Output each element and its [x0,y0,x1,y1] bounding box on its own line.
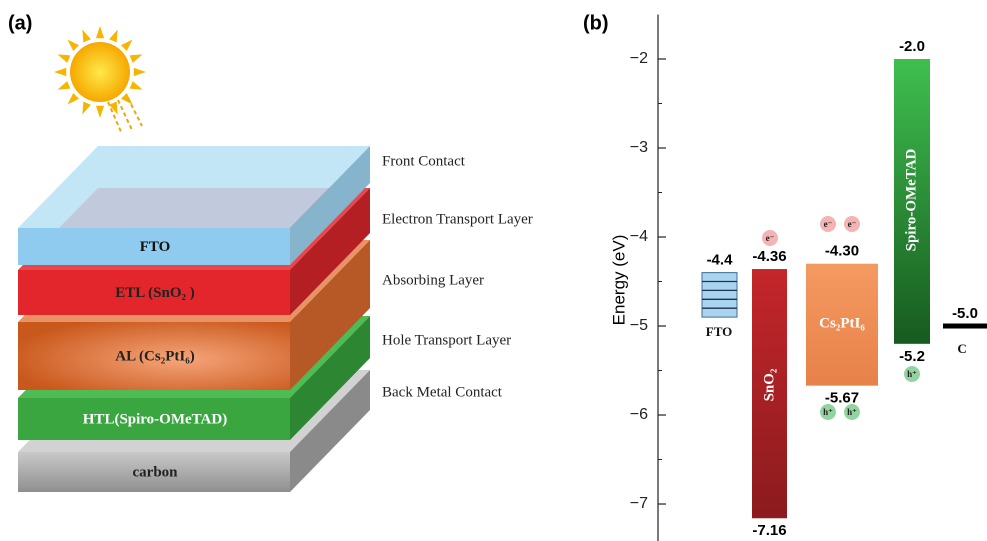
band-bar [752,269,787,519]
layer-side [290,240,370,390]
layer-label: ETL (SnO₂ ) [115,285,195,301]
annotation: Back Metal Contact [382,384,503,400]
layer-side [290,316,370,440]
carrier-label: e⁻ [766,233,775,243]
value-label: -5.2 [899,348,925,365]
level-line [943,323,987,329]
layer-label: HTL(Spiro-OMeTAD) [83,411,227,427]
band-name: FTO [706,324,733,339]
value-label: -5.0 [952,305,978,322]
carrier [762,230,778,246]
carrier [820,216,836,232]
y-tick-label: −7 [630,495,648,512]
value-label: -4.36 [752,248,786,265]
y-tick-label: −5 [630,317,648,334]
carrier-label: h⁺ [907,369,917,379]
band-bar [806,263,878,386]
band-name: C [957,341,966,356]
panel-label: (a) [8,12,32,34]
layer-front [18,270,290,315]
carrier [844,216,860,232]
annotation: Absorbing Layer [382,272,484,288]
band-name: Cs₂PtI₆ [819,315,865,331]
layer-side [290,188,370,315]
layer-annotations: Front Contact Electron Transport Layer Abs… [382,153,533,400]
annotation: Electron Transport Layer [382,211,533,227]
y-axis-title: Energy (eV) [609,235,628,326]
band-bar [894,59,930,344]
carrier-label: h⁺ [847,407,857,417]
carrier [820,404,836,420]
value-label: -4.4 [707,252,734,269]
band-bar [701,272,738,318]
layer-front [18,322,290,390]
value-label: -4.30 [825,243,859,260]
layer-front [18,398,290,440]
sun [54,26,146,135]
annotation: Hole Transport Layer [382,332,511,348]
carrier [904,366,920,382]
layer-side [290,370,370,492]
carrier-label: e⁻ [848,219,857,229]
layer-label: FTO [140,239,171,255]
layer-label: carbon [133,464,179,480]
panel-label: (b) [583,12,609,34]
value-label: -7.16 [752,522,786,539]
y-tick-label: −6 [630,406,648,423]
layer-side [290,146,370,265]
layer-stack: carbon HTL(Spiro-OMeTAD) AL (Cs₂PtI₆) ETL (… [18,146,370,492]
value-label: -5.67 [825,390,859,407]
annotation: Front Contact [382,153,466,169]
band-name: SnO₂ [761,368,777,401]
layer-label: AL (Cs₂PtI₆) [115,348,194,364]
y-tick-label: −3 [630,139,648,156]
layer-front [18,452,290,492]
layer-front [18,228,290,265]
y-tick-label: −2 [630,50,648,67]
value-label: -2.0 [899,38,925,55]
carrier-label: e⁻ [824,219,833,229]
band-diagram: −2 −3 −4 −5 −6 −7 -4.4 -7.16 -4.36 -5.67 -4.30 -5.2… [630,14,987,541]
y-tick-label: −4 [630,228,648,245]
carrier [844,404,860,420]
band-name: Spiro-OMeTAD [903,148,919,251]
carrier-label: h⁺ [823,407,833,417]
layer-top [18,146,370,228]
